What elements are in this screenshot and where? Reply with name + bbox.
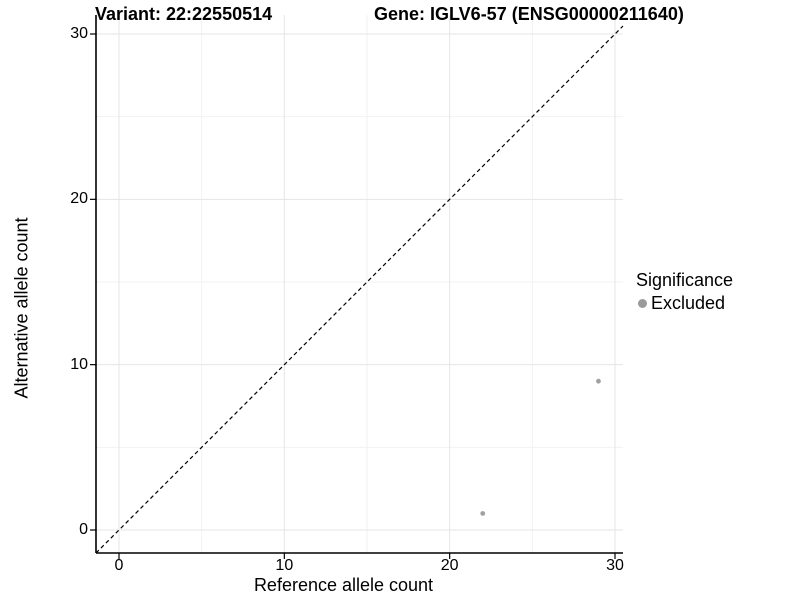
data-points: [480, 378, 601, 516]
x-tick-label: 0: [114, 557, 124, 574]
grid-major-lines: [96, 15, 623, 553]
legend-title: Significance: [636, 270, 734, 290]
legend-item-excluded: Excluded: [638, 293, 733, 314]
y-tick-label: 30: [70, 25, 88, 42]
y-tick-label: 0: [79, 521, 88, 538]
variant-title: Variant: 22:22550514: [95, 4, 273, 24]
identity-line: [95, 25, 624, 554]
x-tick-label: 30: [606, 557, 624, 574]
y-axis-title: Alternative allele count: [11, 217, 32, 399]
grid-minor-lines: [96, 15, 623, 553]
x-axis-title: Reference allele count: [253, 575, 434, 595]
scatter-point: [480, 511, 486, 516]
excluded-point-icon: [638, 299, 647, 308]
axis-tick-marks: [90, 33, 616, 559]
gene-title: Gene: IGLV6-57 (ENSG00000211640): [374, 4, 684, 24]
axis-lines: [95, 15, 623, 554]
y-tick-label: 20: [70, 190, 88, 208]
legend-item-label: Excluded: [651, 293, 726, 313]
x-tick-label: 20: [440, 557, 459, 574]
x-tick-label: 10: [275, 557, 294, 574]
legend: Significance Excluded: [636, 270, 733, 314]
y-tick-label: 10: [70, 355, 88, 373]
scatter-point: [596, 378, 601, 384]
